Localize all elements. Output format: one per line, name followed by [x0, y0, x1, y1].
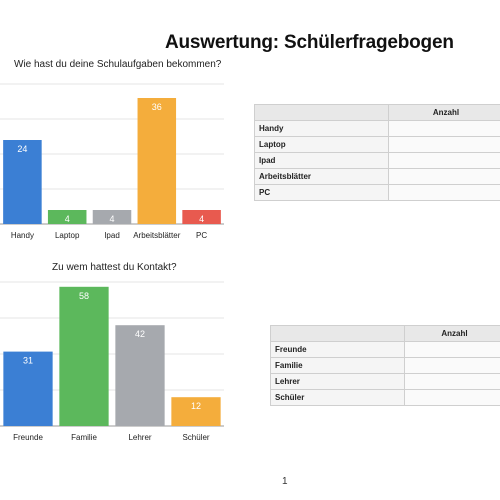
chart-title: Wie hast du deine Schulaufgaben bekommen…	[14, 59, 222, 70]
bar-schüler	[171, 397, 221, 426]
data-label: 58	[79, 291, 89, 301]
table-row-label: Ipad	[254, 152, 389, 169]
data-label: 36	[152, 102, 162, 112]
table-cell	[388, 184, 500, 201]
data-label: 12	[191, 401, 201, 411]
table-cell	[404, 373, 500, 390]
chart-title: Zu wem hattest du Kontakt?	[52, 262, 177, 273]
bar-freunde	[3, 351, 53, 426]
table-row: Ipad	[254, 152, 500, 169]
bar-arbeitsblätter	[137, 98, 177, 224]
table-row: Handy	[254, 120, 500, 137]
table-schulaufgaben: Anzahl Handy Laptop Ipad Arbeitsblätter …	[254, 104, 500, 201]
bar-pc	[182, 210, 221, 224]
data-label: 24	[17, 144, 27, 154]
data-label: 4	[199, 214, 204, 224]
bar-handy	[3, 140, 42, 224]
table-row-label: Familie	[270, 357, 405, 374]
bar-ipad	[92, 210, 132, 224]
page-title: Auswertung: Schülerfragebogen	[165, 32, 454, 53]
table-cell	[388, 120, 500, 137]
table-row: Schüler	[270, 389, 500, 406]
data-label: 31	[23, 356, 33, 366]
table-cell	[388, 168, 500, 185]
tick-label: Freunde	[13, 433, 43, 442]
table-cell	[388, 136, 500, 153]
page-number: 1	[282, 476, 288, 487]
table-cell	[388, 152, 500, 169]
tick-label: Ipad	[104, 231, 120, 240]
table-row: Laptop	[254, 136, 500, 153]
table-row-label: PC	[254, 184, 389, 201]
table-row-label: Schüler	[270, 389, 405, 406]
table-row: Freunde	[270, 341, 500, 358]
table-row: Arbeitsblätter	[254, 168, 500, 185]
table-header-empty	[254, 104, 389, 121]
table-row: Familie	[270, 357, 500, 374]
table-row-label: Freunde	[270, 341, 405, 358]
data-label: 4	[109, 214, 114, 224]
table-kontakt: Anzahl Freunde Familie Lehrer Schüler	[270, 325, 500, 406]
table-row-label: Lehrer	[270, 373, 405, 390]
table-row-label: Laptop	[254, 136, 389, 153]
tick-label: Arbeitsblätter	[133, 231, 180, 240]
tick-label: Laptop	[55, 231, 80, 240]
table-cell	[404, 389, 500, 406]
bar-familie	[59, 286, 109, 426]
bar-lehrer	[115, 325, 165, 426]
tick-label: Lehrer	[128, 433, 151, 442]
tick-label: Schüler	[182, 433, 209, 442]
table-row-label: Arbeitsblätter	[254, 168, 389, 185]
table-header-anzahl: Anzahl	[404, 325, 500, 342]
tick-label: Handy	[11, 231, 34, 240]
table-row-label: Handy	[254, 120, 389, 137]
tick-label: PC	[196, 231, 207, 240]
table-cell	[404, 341, 500, 358]
tick-label: Familie	[71, 433, 97, 442]
data-label: 42	[135, 329, 145, 339]
table-row: PC	[254, 184, 500, 201]
bar-laptop	[47, 210, 87, 224]
table-header-anzahl: Anzahl	[388, 104, 500, 121]
table-cell	[404, 357, 500, 374]
table-row: Lehrer	[270, 373, 500, 390]
data-label: 4	[65, 214, 70, 224]
table-header-empty	[270, 325, 405, 342]
